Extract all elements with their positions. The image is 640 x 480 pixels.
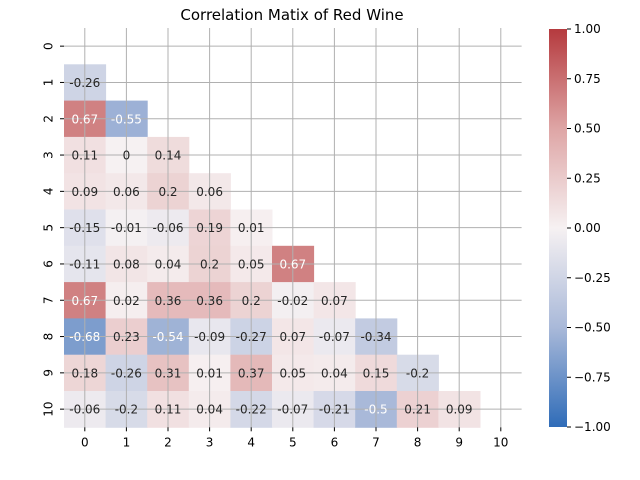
- cell-value-label: 0.02: [113, 294, 140, 308]
- chart-title: Correlation Matix of Red Wine: [180, 6, 403, 24]
- colorbar-tick-label: 0.75: [574, 72, 601, 86]
- cell-value-label: -0.5: [364, 403, 387, 417]
- cell-value-label: 0.67: [71, 112, 98, 126]
- x-axis-ticks: 0 1 2 3 4 5 6 7 8 9 10: [81, 427, 508, 449]
- cell-value-label: 0.04: [196, 403, 223, 417]
- cell-value-label: -0.01: [111, 221, 142, 235]
- cell-value-label: 0.11: [71, 149, 98, 163]
- x-tick-label: 4: [247, 435, 255, 449]
- cell-value-label: 0.09: [71, 185, 98, 199]
- cell-value-label: 0.04: [321, 366, 348, 380]
- cell-value-label: 0.07: [279, 330, 306, 344]
- cell-value-label: 0.2: [158, 185, 177, 199]
- y-tick-label: 2: [42, 115, 56, 123]
- cell-value-label: 0.07: [321, 294, 348, 308]
- y-tick-label: 6: [42, 260, 56, 268]
- cell-value-label: -0.55: [111, 112, 142, 126]
- cell-value-label: 0.21: [404, 403, 431, 417]
- cell-value-label: 0.05: [279, 366, 306, 380]
- cell-value-label: 0.23: [113, 330, 140, 344]
- cell-value-label: -0.27: [236, 330, 267, 344]
- x-tick-label: 5: [289, 435, 297, 449]
- cell-value-label: -0.21: [319, 403, 350, 417]
- cell-value-label: 0.06: [113, 185, 140, 199]
- cell-value-label: -0.06: [69, 403, 100, 417]
- colorbar-tick-label: −0.50: [574, 321, 611, 335]
- cell-value-label: -0.54: [152, 330, 183, 344]
- cell-value-label: 0.15: [363, 366, 390, 380]
- cell-value-label: 0.09: [446, 403, 473, 417]
- cell-value-label: 0.31: [155, 366, 182, 380]
- cell-value-label: -0.34: [360, 330, 391, 344]
- y-tick-label: 0: [42, 42, 56, 50]
- x-tick-label: 6: [331, 435, 339, 449]
- x-tick-label: 3: [206, 435, 214, 449]
- cell-value-label: 0: [123, 149, 131, 163]
- colorbar-tick-label: 0.00: [574, 221, 601, 235]
- cell-value-label: -0.26: [69, 76, 100, 90]
- colorbar-tick-label: −0.25: [574, 271, 611, 285]
- cell-value-label: -0.02: [277, 294, 308, 308]
- cell-value-label: -0.07: [319, 330, 350, 344]
- cell-value-label: -0.2: [115, 403, 138, 417]
- colorbar-tick-label: −1.00: [574, 420, 611, 434]
- cell-value-label: -0.15: [69, 221, 100, 235]
- x-tick-label: 2: [164, 435, 172, 449]
- cell-value-label: 0.05: [238, 257, 265, 271]
- colorbar: −1.00 −0.75 −0.50 −0.25 0.00 0.25 0.50 0.75 1.00: [549, 22, 611, 434]
- cell-value-label: -0.07: [277, 403, 308, 417]
- cell-value-label: 0.37: [238, 366, 265, 380]
- cell-value-label: 0.2: [200, 257, 219, 271]
- y-tick-label: 8: [42, 333, 56, 341]
- cell-value-label: 0.2: [242, 294, 261, 308]
- cell-value-label: 0.19: [196, 221, 223, 235]
- y-tick-label: 4: [42, 188, 56, 196]
- y-axis-ticks: 0 1 2 3 4 5 6 7 8 9 10: [42, 42, 64, 417]
- colorbar-gradient: [549, 29, 567, 427]
- y-tick-label: 7: [42, 296, 56, 304]
- cell-value-label: 0.01: [196, 366, 223, 380]
- cell-value-label: 0.11: [155, 403, 182, 417]
- x-tick-label: 8: [414, 435, 422, 449]
- y-tick-label: 1: [42, 79, 56, 87]
- x-tick-label: 10: [493, 435, 508, 449]
- cell-value-label: -0.68: [69, 330, 100, 344]
- heatmap-grid: [64, 28, 522, 428]
- cell-value-label: 0.36: [196, 294, 223, 308]
- cell-value-label: -0.2: [406, 366, 429, 380]
- cell-value-label: 0.01: [238, 221, 265, 235]
- y-tick-label: 10: [42, 402, 56, 417]
- x-tick-label: 1: [123, 435, 131, 449]
- y-tick-label: 5: [42, 224, 56, 232]
- x-tick-label: 0: [81, 435, 89, 449]
- cell-value-label: 0.67: [71, 294, 98, 308]
- cell-value-label: 0.04: [155, 257, 182, 271]
- cell-value-label: -0.09: [194, 330, 225, 344]
- cell-value-label: 0.36: [155, 294, 182, 308]
- colorbar-tick-label: 1.00: [574, 22, 601, 36]
- cell-value-label: 0.14: [155, 149, 182, 163]
- y-tick-label: 3: [42, 151, 56, 159]
- cell-value-label: -0.11: [69, 257, 100, 271]
- colorbar-tick-label: −0.75: [574, 370, 611, 384]
- x-tick-label: 9: [455, 435, 463, 449]
- cell-value-label: 0.06: [196, 185, 223, 199]
- cell-value-label: -0.22: [236, 403, 267, 417]
- colorbar-tick-label: 0.50: [574, 122, 601, 136]
- cell-value-label: 0.67: [279, 257, 306, 271]
- x-tick-label: 7: [372, 435, 380, 449]
- y-tick-label: 9: [42, 369, 56, 377]
- heatmap-cell-labels: -0.26 0.67 -0.55 0.11 0 0.14 0.09 0.06 0.2 0.06 -0…: [69, 76, 472, 417]
- cell-value-label: -0.26: [111, 366, 142, 380]
- cell-value-label: -0.06: [152, 221, 183, 235]
- colorbar-tick-label: 0.25: [574, 171, 601, 185]
- cell-value-label: 0.08: [113, 257, 140, 271]
- cell-value-label: 0.18: [71, 366, 98, 380]
